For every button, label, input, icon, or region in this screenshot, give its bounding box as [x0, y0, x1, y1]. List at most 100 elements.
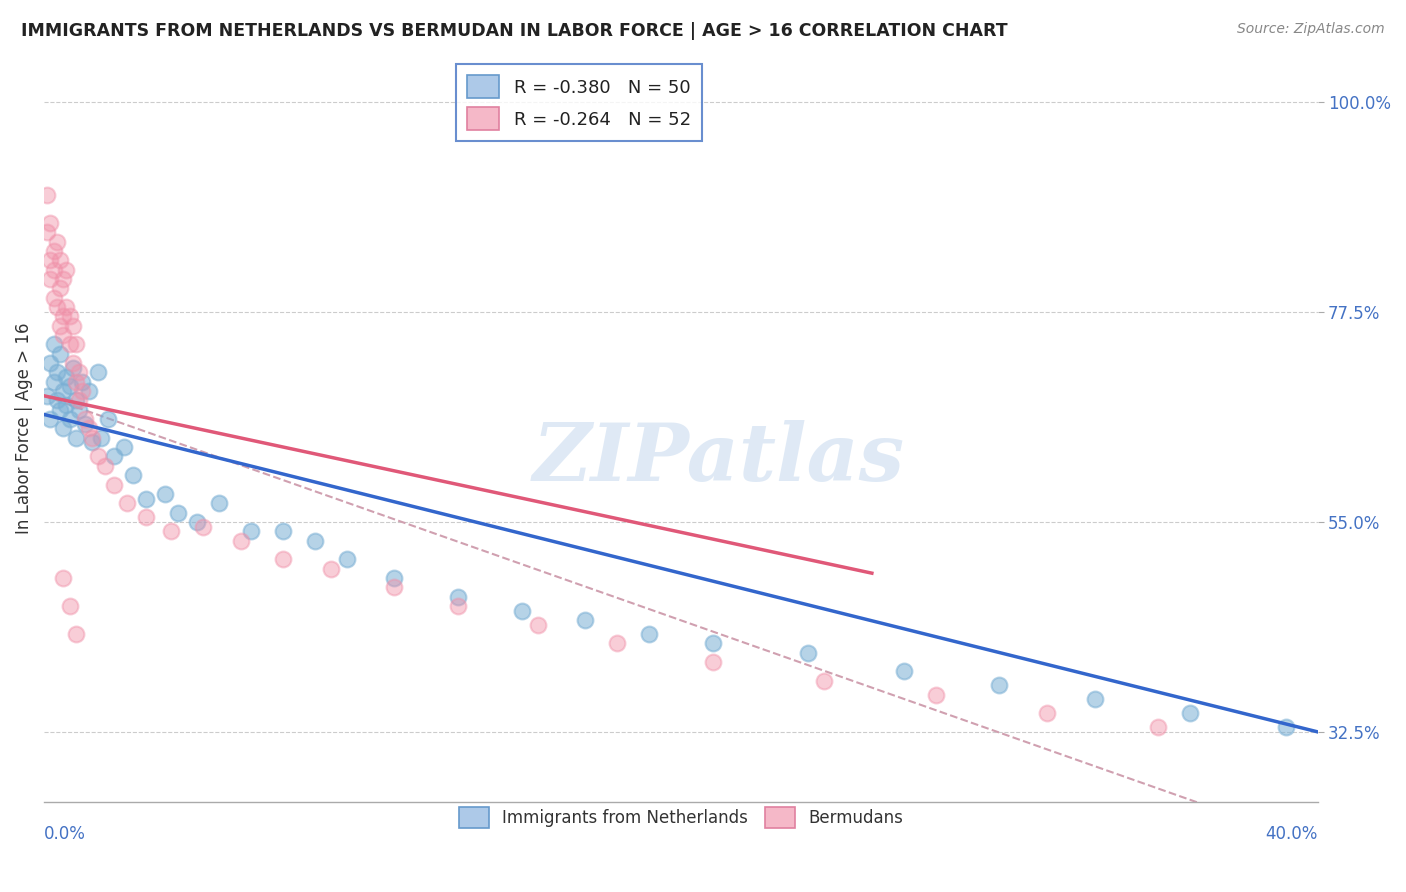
- Point: [103, 477, 125, 491]
- Point: [115, 496, 138, 510]
- Point: [77, 421, 100, 435]
- Point: [37, 389, 59, 403]
- Point: [49, 402, 72, 417]
- Point: [45, 393, 67, 408]
- Point: [574, 613, 596, 627]
- Point: [42, 375, 65, 389]
- Point: [65, 431, 87, 445]
- Text: 0.0%: 0.0%: [44, 825, 86, 843]
- Point: [271, 552, 294, 566]
- Point: [45, 366, 67, 380]
- Point: [67, 393, 90, 408]
- Point: [62, 318, 84, 333]
- Point: [924, 688, 946, 702]
- Point: [52, 384, 75, 399]
- Point: [42, 262, 65, 277]
- Point: [52, 328, 75, 343]
- Y-axis label: In Labor Force | Age > 16: In Labor Force | Age > 16: [15, 323, 32, 534]
- Point: [58, 337, 80, 351]
- Point: [153, 487, 176, 501]
- Point: [39, 412, 62, 426]
- Point: [1274, 720, 1296, 734]
- Text: ZIPatlas: ZIPatlas: [533, 419, 905, 497]
- Point: [67, 402, 90, 417]
- Point: [231, 533, 253, 548]
- Point: [39, 356, 62, 370]
- Point: [55, 262, 77, 277]
- Point: [112, 440, 135, 454]
- Point: [52, 272, 75, 286]
- Point: [55, 300, 77, 314]
- Point: [526, 617, 548, 632]
- Point: [813, 673, 835, 688]
- Point: [58, 412, 80, 426]
- Point: [39, 253, 62, 268]
- Point: [90, 431, 112, 445]
- Point: [80, 435, 103, 450]
- Point: [52, 421, 75, 435]
- Point: [75, 417, 97, 431]
- Point: [103, 450, 125, 464]
- Point: [271, 524, 294, 538]
- Point: [702, 655, 724, 669]
- Point: [52, 310, 75, 324]
- Point: [65, 393, 87, 408]
- Legend: Immigrants from Netherlands, Bermudans: Immigrants from Netherlands, Bermudans: [453, 800, 910, 835]
- Point: [65, 627, 87, 641]
- Point: [52, 571, 75, 585]
- Point: [988, 678, 1011, 692]
- Point: [93, 458, 115, 473]
- Point: [67, 366, 90, 380]
- Point: [72, 375, 94, 389]
- Point: [55, 370, 77, 384]
- Point: [49, 281, 72, 295]
- Point: [702, 636, 724, 650]
- Point: [45, 300, 67, 314]
- Point: [186, 515, 208, 529]
- Point: [606, 636, 628, 650]
- Point: [208, 496, 231, 510]
- Point: [797, 646, 820, 660]
- Point: [39, 272, 62, 286]
- Point: [447, 599, 470, 613]
- Point: [382, 580, 405, 594]
- Point: [55, 398, 77, 412]
- Point: [75, 412, 97, 426]
- Text: 40.0%: 40.0%: [1265, 825, 1317, 843]
- Point: [72, 384, 94, 399]
- Point: [58, 599, 80, 613]
- Point: [49, 347, 72, 361]
- Point: [1147, 720, 1170, 734]
- Point: [37, 226, 59, 240]
- Point: [1180, 706, 1202, 721]
- Point: [80, 431, 103, 445]
- Point: [1084, 692, 1107, 706]
- Point: [42, 291, 65, 305]
- Point: [135, 491, 157, 506]
- Point: [87, 366, 110, 380]
- Point: [1036, 706, 1059, 721]
- Point: [240, 524, 263, 538]
- Point: [62, 360, 84, 375]
- Point: [122, 468, 145, 483]
- Point: [335, 552, 357, 566]
- Point: [447, 590, 470, 604]
- Point: [49, 253, 72, 268]
- Point: [638, 627, 661, 641]
- Point: [62, 356, 84, 370]
- Point: [39, 216, 62, 230]
- Point: [382, 571, 405, 585]
- Point: [193, 519, 215, 533]
- Point: [304, 533, 326, 548]
- Text: Source: ZipAtlas.com: Source: ZipAtlas.com: [1237, 22, 1385, 37]
- Point: [135, 510, 157, 524]
- Point: [42, 244, 65, 259]
- Point: [510, 603, 533, 617]
- Point: [37, 188, 59, 202]
- Point: [58, 310, 80, 324]
- Point: [319, 561, 342, 575]
- Text: IMMIGRANTS FROM NETHERLANDS VS BERMUDAN IN LABOR FORCE | AGE > 16 CORRELATION CH: IMMIGRANTS FROM NETHERLANDS VS BERMUDAN …: [21, 22, 1008, 40]
- Point: [65, 337, 87, 351]
- Point: [97, 412, 120, 426]
- Point: [893, 664, 915, 678]
